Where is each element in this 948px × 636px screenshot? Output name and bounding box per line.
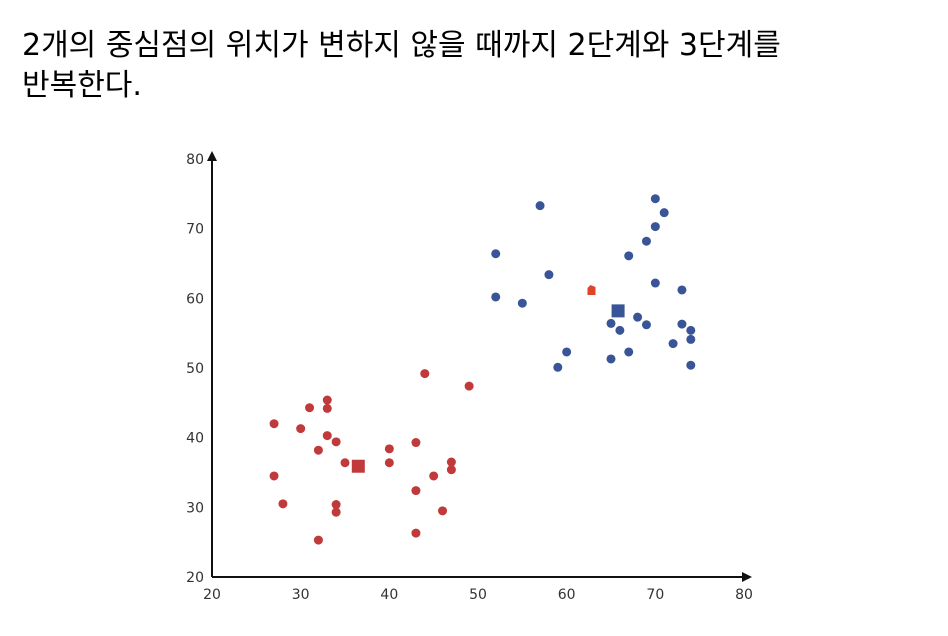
red-point bbox=[411, 486, 421, 496]
red-point bbox=[313, 445, 323, 455]
red-point bbox=[322, 403, 332, 413]
red-point bbox=[322, 395, 332, 405]
blue-point bbox=[624, 347, 634, 357]
blue-point bbox=[686, 360, 696, 370]
y-tick-label: 30 bbox=[186, 500, 204, 516]
red-point bbox=[384, 444, 394, 454]
blue-point bbox=[606, 354, 616, 364]
blue-point bbox=[668, 339, 678, 349]
y-tick-label: 20 bbox=[186, 570, 204, 586]
red-point bbox=[411, 528, 421, 538]
red-point bbox=[269, 419, 279, 429]
red-point bbox=[331, 437, 341, 447]
tick-labels: 20 30 40 50 60 70 80 20 30 40 50 60 70 80 bbox=[186, 152, 753, 603]
y-tick-label: 60 bbox=[186, 291, 204, 307]
caption-line-2: 반복한다. bbox=[22, 68, 142, 103]
caption: 2개의 중심점의 위치가 변하지 않을 때까지 2단계와 3단계를 반복한다. bbox=[22, 26, 922, 106]
blue-point bbox=[659, 208, 669, 218]
blue-point bbox=[650, 278, 660, 288]
red-point bbox=[384, 458, 394, 468]
blue-point bbox=[641, 236, 651, 246]
blue-point bbox=[562, 347, 572, 357]
x-tick-label: 40 bbox=[380, 587, 398, 603]
axes bbox=[207, 151, 752, 582]
caption-line-1: 2개의 중심점의 위치가 변하지 않을 때까지 2단계와 3단계를 bbox=[22, 28, 781, 63]
blue-point bbox=[544, 270, 554, 280]
red-point bbox=[269, 471, 279, 481]
red-point bbox=[438, 506, 448, 516]
blue-center-square bbox=[611, 304, 625, 318]
x-tick-label: 30 bbox=[292, 587, 310, 603]
x-tick-label: 20 bbox=[203, 587, 221, 603]
red-center-square bbox=[351, 459, 365, 473]
red-point bbox=[340, 458, 350, 468]
blue-point bbox=[491, 249, 501, 259]
blue-point bbox=[517, 298, 527, 308]
previous-center-marker bbox=[587, 284, 596, 295]
x-tick-label: 50 bbox=[469, 587, 487, 603]
y-tick-label: 50 bbox=[186, 361, 204, 377]
blue-point bbox=[491, 292, 501, 302]
y-tick-label: 40 bbox=[186, 431, 204, 447]
blue-point bbox=[606, 318, 616, 328]
blue-point bbox=[553, 362, 563, 372]
blue-point bbox=[650, 222, 660, 232]
x-tick-label: 60 bbox=[558, 587, 576, 603]
blue-point bbox=[535, 201, 545, 211]
red-point bbox=[305, 403, 315, 413]
red-point bbox=[296, 424, 306, 434]
y-tick-label: 80 bbox=[186, 152, 204, 168]
x-tick-label: 70 bbox=[646, 587, 664, 603]
blue-point bbox=[686, 325, 696, 335]
blue-point bbox=[650, 194, 660, 204]
red-point bbox=[331, 507, 341, 517]
red-point bbox=[464, 381, 474, 391]
blue-point bbox=[633, 312, 643, 322]
blue-point bbox=[677, 285, 687, 295]
y-tick-label: 70 bbox=[186, 222, 204, 238]
blue-point bbox=[615, 325, 625, 335]
red-point bbox=[420, 369, 430, 379]
red-point bbox=[322, 431, 332, 441]
blue-point bbox=[624, 251, 634, 261]
red-point bbox=[446, 457, 456, 467]
cluster-centers bbox=[351, 284, 625, 473]
red-point bbox=[313, 535, 323, 545]
red-point bbox=[446, 465, 456, 475]
blue-point bbox=[677, 319, 687, 329]
x-tick-label: 80 bbox=[735, 587, 753, 603]
data-points bbox=[269, 194, 696, 545]
red-point bbox=[429, 471, 439, 481]
red-point bbox=[278, 499, 288, 509]
blue-point bbox=[686, 334, 696, 344]
red-point bbox=[411, 438, 421, 448]
red-point bbox=[331, 500, 341, 510]
blue-point bbox=[641, 320, 651, 330]
